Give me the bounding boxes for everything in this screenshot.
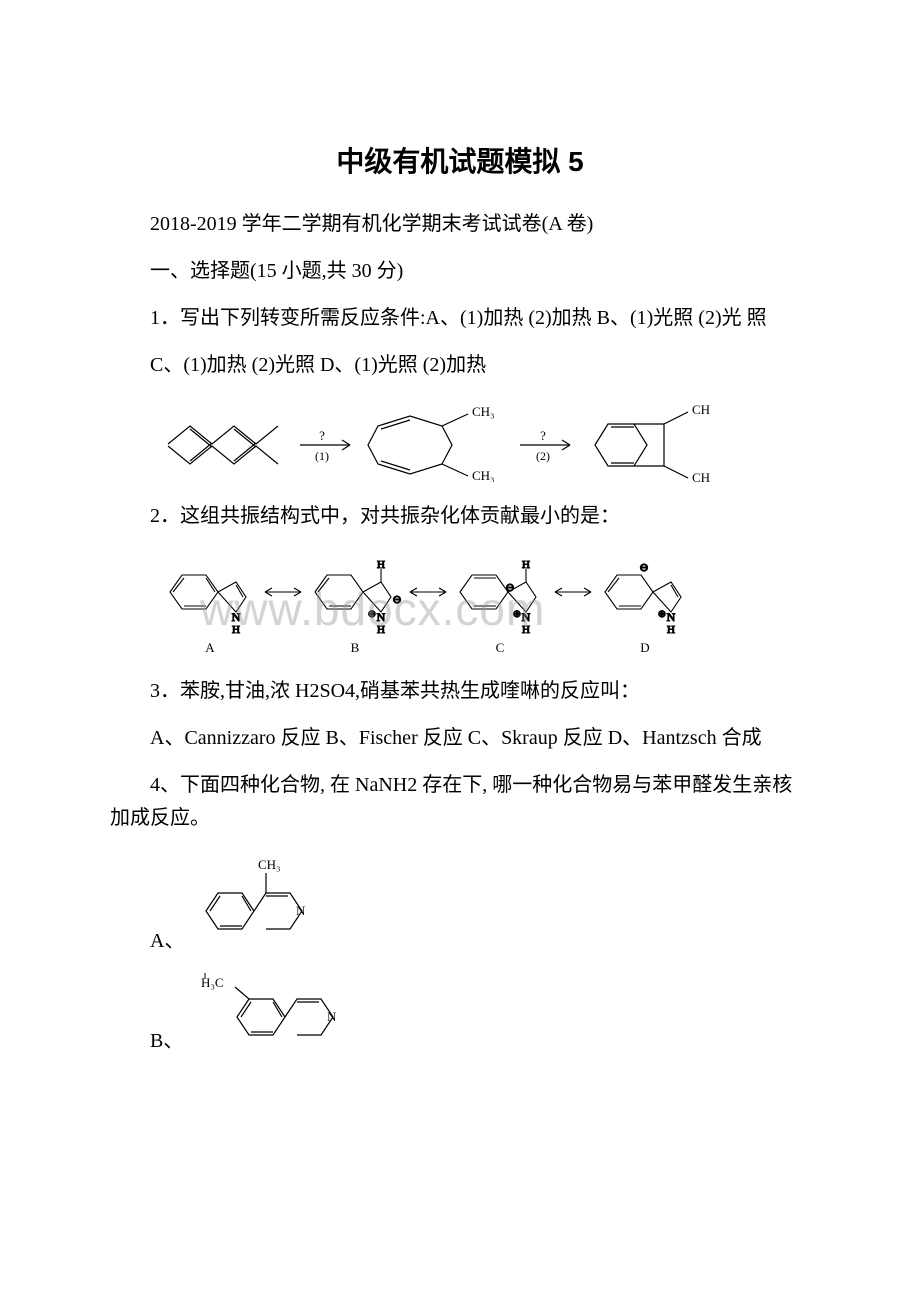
fig2-h-a: H: [232, 624, 240, 636]
fig2-n-a: N: [232, 610, 241, 624]
opt-a-structure: CH₃ N: [188, 849, 338, 959]
fig2-label-d: D: [640, 640, 649, 655]
arrow2-sub: (2): [536, 449, 550, 463]
page-title: 中级有机试题模拟 5: [110, 140, 810, 180]
q4-option-b: B、 H₃C N: [150, 969, 810, 1059]
fig2-n-d: N: [667, 610, 676, 624]
section-heading: 一、选择题(15 小题,共 30 分): [110, 255, 810, 288]
fig2-label-a: A: [205, 640, 215, 655]
fig2-h-c: H: [522, 624, 530, 636]
svg-text:⊕: ⊕: [368, 609, 376, 620]
subtitle: 2018-2019 学年二学期有机化学期末考试试卷(A 卷): [110, 208, 810, 241]
opt-b-label: B、: [150, 1024, 183, 1059]
q3-line2: A、Cannizzaro 反应 B、Fischer 反应 C、Skraup 反应…: [110, 722, 810, 755]
arrow1-sub: (1): [315, 449, 329, 463]
arrow1-q: ?: [319, 428, 325, 443]
q2-figure: N H H ⊖ ⊕ N H H ⊖ ⊕ N H: [150, 547, 810, 657]
q1-line1: 1．写出下列转变所需反应条件:A、(1)加热 (2)加热 B、(1)光照 (2)…: [110, 302, 810, 335]
q4-option-a: A、 CH₃ N: [150, 849, 810, 959]
fig1-ch3-4: CH₃: [692, 470, 710, 482]
svg-text:⊕: ⊕: [658, 609, 666, 620]
svg-text:⊖: ⊖: [639, 562, 648, 574]
arrow2-q: ?: [540, 428, 546, 443]
svg-text:⊖: ⊖: [392, 594, 401, 606]
svg-text:⊕: ⊕: [513, 609, 521, 620]
q4-text: 4、下面四种化合物, 在 NaNH2 存在下, 哪一种化合物易与苯甲醛发生亲核加…: [110, 769, 810, 835]
opt-b-n: N: [327, 1009, 337, 1024]
fig1-ch3-3: CH₃: [692, 402, 710, 417]
opt-a-n: N: [296, 903, 306, 918]
fig1-ch3-2: CH₃: [472, 468, 495, 482]
fig2-n-b: N: [377, 610, 386, 624]
opt-a-label: A、: [150, 924, 184, 959]
q1-figure: ? (1) CH₃ CH₃ ? (2) CH₃ CH₃: [150, 396, 810, 482]
opt-a-ch3: CH₃: [258, 857, 281, 872]
fig2-h-b: H: [377, 624, 385, 636]
q2-text: 2．这组共振结构式中，对共振杂化体贡献最小的是：: [110, 500, 810, 533]
fig2-h-d: H: [667, 624, 675, 636]
opt-b-structure: H₃C N: [187, 969, 377, 1059]
fig2-label-c: C: [496, 640, 505, 655]
q3-line1: 3．苯胺,甘油,浓 H2SO4,硝基苯共热生成喹啉的反应叫：: [110, 675, 810, 708]
q1-line2: C、(1)加热 (2)光照 D、(1)光照 (2)加热: [110, 349, 810, 382]
fig2-h-c1: H: [522, 559, 530, 571]
opt-b-h3c: H₃C: [201, 975, 224, 990]
fig1-ch3-1: CH₃: [472, 404, 495, 419]
fig2-n-c: N: [522, 610, 531, 624]
fig2-label-b: B: [351, 640, 360, 655]
fig2-h-b1: H: [377, 559, 385, 571]
svg-text:⊖: ⊖: [505, 582, 514, 594]
